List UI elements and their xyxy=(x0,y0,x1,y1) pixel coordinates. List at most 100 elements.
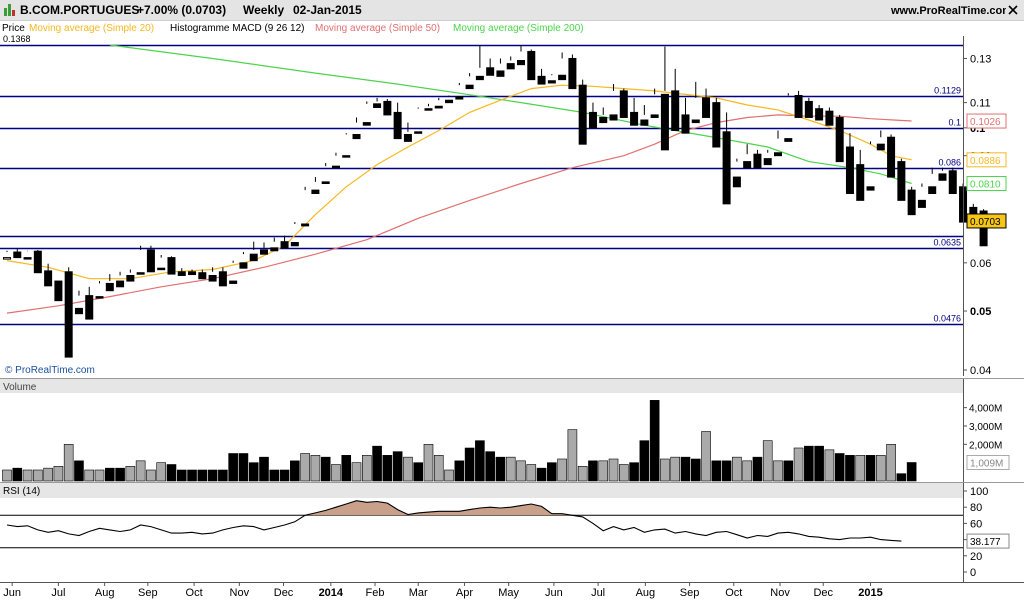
candle-body-22 xyxy=(229,280,238,284)
candle-body-39 xyxy=(403,134,412,142)
candle-body-73 xyxy=(753,153,762,169)
volume-bar-56 xyxy=(577,466,588,482)
volume-bar-9 xyxy=(94,469,105,482)
volume-bar-71 xyxy=(732,456,742,482)
volume-bar-68 xyxy=(701,431,711,482)
rsi-title-bar xyxy=(0,483,963,498)
period-label: Weekly xyxy=(243,3,284,17)
rsi-overbought-area xyxy=(305,500,573,516)
volume-bar-46 xyxy=(475,440,485,482)
volume-bar-17 xyxy=(176,469,187,482)
price-tick-label-1: 0.11 xyxy=(970,98,991,110)
volume-bar-74 xyxy=(762,440,773,482)
volume-bar-70 xyxy=(721,460,732,482)
volume-panel xyxy=(2,400,917,482)
volume-bar-38 xyxy=(392,451,403,482)
candle-body-51 xyxy=(527,50,536,81)
rsi-title: RSI (14) xyxy=(3,486,40,497)
x-tick-label-3: Sep xyxy=(138,587,158,599)
candle-body-71 xyxy=(732,176,741,188)
volume-bar-6 xyxy=(63,444,74,482)
volume-bar-37 xyxy=(382,455,393,482)
volume-bar-0 xyxy=(2,469,12,482)
volume-axis: 4,000M 3,000M 2,000M 1,009M xyxy=(963,404,1010,471)
value-tag-label-3: 0.0703 xyxy=(970,217,1001,228)
x-tick-label-8: Feb xyxy=(366,587,385,599)
x-tick-label-15: Sep xyxy=(680,587,700,599)
rsi-tick-label-5: 0 xyxy=(970,567,976,579)
rsi-tick-label-1: 80 xyxy=(970,502,982,514)
candle-body-12 xyxy=(126,274,135,282)
volume-bar-48 xyxy=(495,456,506,482)
price-tick-label-5: 0.06 xyxy=(970,258,991,270)
legend-sma20: Moving average (Simple 20) xyxy=(29,23,154,34)
x-tick-label-1: Jul xyxy=(51,587,65,599)
hline-label-2: 0.1 xyxy=(948,118,961,128)
candle-body-62 xyxy=(640,119,649,126)
rsi-tick-label-4: 20 xyxy=(970,551,982,563)
volume-bar-84 xyxy=(865,455,876,482)
candle-body-23 xyxy=(239,262,248,269)
candle-body-1 xyxy=(13,251,22,259)
volume-bar-73 xyxy=(752,456,763,482)
volume-bar-60 xyxy=(618,464,629,482)
value-tag-box-1 xyxy=(966,152,1007,168)
volume-last-label: 1,009M xyxy=(970,459,1003,470)
x-tick-label-7: 2014 xyxy=(319,587,344,599)
chart-logo-icon xyxy=(4,4,15,16)
candle-body-3 xyxy=(33,250,42,274)
x-tick-label-12: Jun xyxy=(545,587,563,599)
volume-bar-41 xyxy=(423,444,434,482)
candle-body-75 xyxy=(774,152,782,157)
x-tick-label-0: Jun xyxy=(3,587,21,599)
hline-label-1: 0.1129 xyxy=(934,86,961,96)
candle-body-47 xyxy=(486,67,495,76)
volume-bar-79 xyxy=(814,445,824,482)
volume-bar-5 xyxy=(53,466,64,482)
volume-bar-72 xyxy=(742,460,752,482)
candle-body-0 xyxy=(3,257,11,260)
volume-bar-33 xyxy=(341,455,352,482)
x-tick-label-19: 2015 xyxy=(858,587,882,599)
volume-bar-61 xyxy=(629,462,639,482)
volume-bar-39 xyxy=(403,456,413,482)
volume-bar-14 xyxy=(146,469,156,482)
date-label: 02-Jan-2015 xyxy=(293,3,362,17)
volume-last-box xyxy=(966,455,1010,471)
volume-bar-19 xyxy=(197,469,208,482)
candle-body-68 xyxy=(702,97,711,118)
candle-body-76 xyxy=(784,138,793,142)
candle-body-82 xyxy=(845,146,854,194)
value-tags: 0.1026 0.0886 0.0810 0.0703 xyxy=(966,113,1007,229)
volume-bar-26 xyxy=(269,469,280,482)
volume-bar-65 xyxy=(670,456,681,482)
volume-bar-42 xyxy=(433,455,444,482)
volume-bar-35 xyxy=(361,455,372,482)
candle-body-21 xyxy=(218,271,227,287)
volume-tick-label-0: 4,000M xyxy=(969,404,1002,415)
value-tag-label-1: 0.0886 xyxy=(970,156,1001,167)
volume-bar-4 xyxy=(43,467,53,482)
candle-body-56 xyxy=(578,84,587,145)
candle-body-2 xyxy=(23,257,32,260)
volume-bar-24 xyxy=(248,462,259,482)
hline-label-5: 0.0635 xyxy=(933,238,961,248)
candle-body-49 xyxy=(506,63,515,70)
volume-bar-22 xyxy=(228,453,238,482)
candle-body-79 xyxy=(815,108,824,121)
volume-bar-85 xyxy=(875,455,886,482)
candle-body-74 xyxy=(763,158,772,166)
volume-bar-16 xyxy=(166,464,177,482)
candle-body-45 xyxy=(465,84,474,90)
volume-bar-13 xyxy=(135,460,146,482)
close-icon[interactable] xyxy=(1006,3,1020,17)
candle-body-18 xyxy=(188,271,197,276)
candle-body-26 xyxy=(270,247,279,252)
price-tick-label-6: 0.05 xyxy=(970,306,991,318)
x-tick-label-16: Oct xyxy=(725,587,742,599)
candle-body-89 xyxy=(917,199,926,208)
candle-body-52 xyxy=(537,75,546,85)
candle-body-29 xyxy=(301,223,310,227)
rsi-tick-label-2: 60 xyxy=(970,518,982,530)
volume-bar-78 xyxy=(804,445,814,482)
